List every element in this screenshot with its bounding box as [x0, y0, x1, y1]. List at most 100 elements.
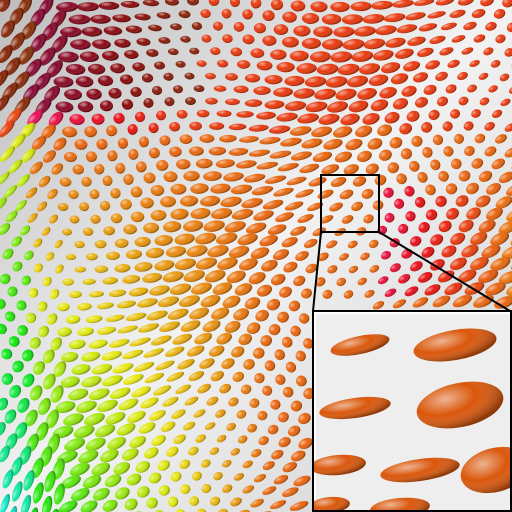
zoom-connector [312, 231, 322, 312]
glyph-shading [157, 460, 170, 471]
glyph-shading [65, 315, 81, 324]
glyph-shading [81, 26, 103, 37]
glyph-shading [136, 38, 151, 46]
glyph-shading [88, 388, 110, 401]
glyph-shading [301, 37, 322, 49]
glyph-shading [430, 259, 445, 271]
glyph-shading [41, 227, 51, 236]
glyph-shading [381, 62, 401, 74]
glyph-shading [0, 95, 10, 113]
glyph-shading [446, 208, 459, 220]
glyph-shading [287, 425, 301, 437]
glyph-shading [458, 96, 469, 106]
glyph-shading [222, 295, 241, 309]
glyph-shading [373, 49, 394, 61]
glyph-shading [254, 474, 266, 483]
glyph-shading [60, 376, 80, 388]
glyph-shading [478, 219, 496, 233]
glyph-shading [22, 373, 35, 388]
glyph-shading [289, 126, 312, 136]
glyph-shading [57, 51, 79, 63]
glyph-shading [387, 162, 399, 174]
glyph-shading [225, 73, 238, 81]
glyph-shading [125, 249, 143, 260]
glyph-shading [42, 349, 55, 364]
glyph-shading [422, 146, 433, 158]
glyph-shading [383, 13, 406, 23]
glyph-shading [275, 374, 286, 385]
glyph-shading [407, 36, 426, 46]
inset-glyphs [314, 328, 510, 510]
glyph-shading [224, 320, 241, 333]
glyph-shading [146, 310, 168, 321]
glyph-shading [31, 135, 47, 151]
glyph-shading [143, 172, 156, 184]
glyph-shading [91, 363, 113, 375]
glyph-shading [403, 61, 421, 72]
glyph-shading [156, 12, 171, 19]
glyph-shading [88, 339, 108, 349]
glyph-shading [458, 219, 474, 233]
glyph-shading [396, 173, 407, 185]
glyph-shading [236, 409, 247, 419]
glyph-shading [321, 38, 343, 50]
glyph-shading [504, 122, 512, 132]
glyph-shading [506, 283, 512, 297]
glyph-shading [223, 172, 244, 182]
glyph-shading [9, 7, 24, 26]
glyph-shading [256, 161, 279, 170]
glyph-shading [429, 35, 446, 45]
glyph-shading [23, 470, 35, 491]
glyph-shading [345, 138, 363, 151]
glyph-shading [256, 111, 276, 120]
glyph-shading [250, 0, 262, 9]
glyph-shading [421, 122, 433, 133]
glyph-shading [62, 278, 74, 286]
glyph-shading [50, 337, 62, 351]
glyph-shading [463, 121, 474, 131]
glyph-shading [205, 72, 217, 80]
glyph-shading [57, 327, 72, 337]
glyph-shading [368, 239, 379, 249]
glyph-shading [378, 276, 389, 285]
glyph-shading [225, 98, 240, 106]
glyph-shading [15, 422, 28, 439]
glyph-shading [201, 484, 212, 494]
glyph-shading [381, 250, 391, 260]
glyph-shading [81, 376, 102, 388]
glyph-shading [102, 277, 118, 285]
glyph-shading [298, 313, 310, 324]
glyph-shading [293, 88, 315, 99]
glyph-shading [12, 481, 23, 502]
glyph-shading [89, 189, 100, 200]
glyph-shading [312, 151, 333, 162]
glyph-shading [83, 412, 105, 426]
glyph-shading [326, 240, 338, 249]
glyph-shading [355, 125, 373, 138]
glyph-shading [81, 351, 101, 362]
glyph-shading [185, 97, 196, 105]
glyph-shading [123, 173, 134, 185]
glyph-shading [25, 58, 42, 78]
glyph-shading [72, 164, 85, 175]
glyph-shading [272, 249, 289, 261]
glyph-shading [117, 325, 138, 334]
glyph-shading [190, 208, 211, 220]
glyph-shading [11, 457, 23, 476]
glyph-shading [478, 269, 499, 284]
glyph-shading [319, 396, 391, 420]
glyph-shading [312, 227, 326, 237]
glyph-shading [113, 461, 131, 475]
glyph-shading [150, 209, 167, 221]
glyph-shading [458, 269, 477, 283]
glyph-shading [498, 270, 512, 285]
glyph-shading [17, 398, 30, 413]
glyph-shading [295, 251, 309, 261]
glyph-shading [367, 138, 383, 150]
glyph-shading [394, 48, 414, 59]
glyph-shading [271, 449, 284, 460]
glyph-shading [208, 0, 220, 6]
glyph-shading [50, 385, 64, 403]
glyph-shading [180, 195, 199, 207]
glyph-shading [267, 424, 279, 435]
